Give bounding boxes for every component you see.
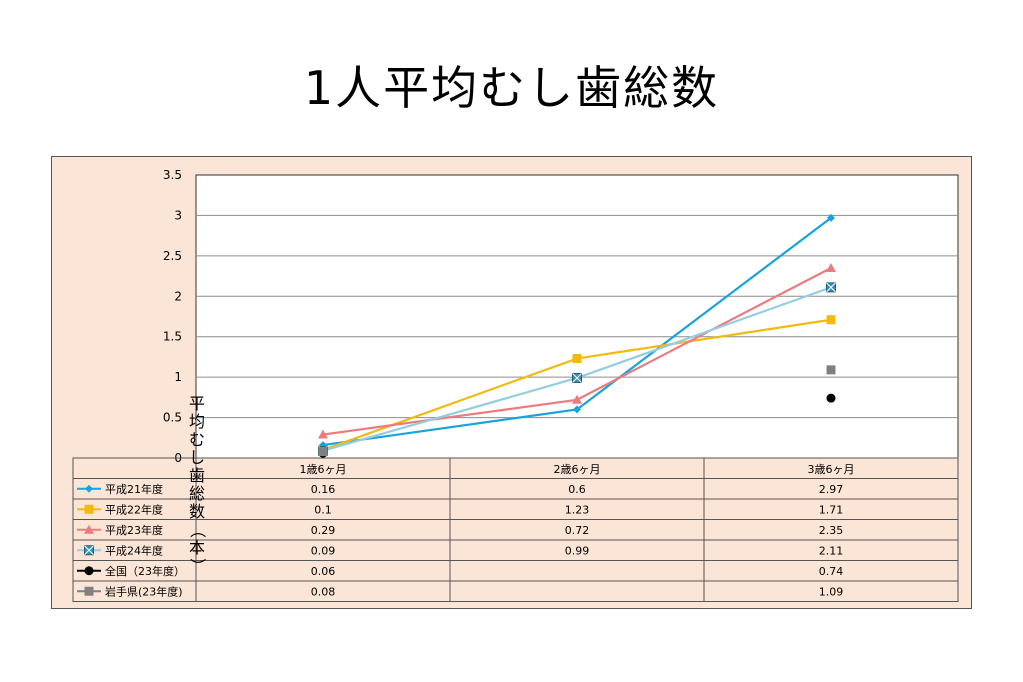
data-label: 0.29 (311, 524, 336, 537)
category-label: 3歳6ヶ月 (808, 463, 855, 476)
y-tick-label: 1 (174, 370, 182, 384)
legend-key-marker-0 (85, 484, 93, 493)
data-label: 1.09 (819, 585, 844, 598)
category-label: 1歳6ヶ月 (300, 463, 347, 476)
data-label: 1.71 (819, 503, 844, 516)
data-point-s3-1-x (572, 373, 582, 383)
data-point-s0-2 (827, 213, 835, 222)
legend-key-marker-1 (84, 504, 94, 514)
legend-label: 平成24年度 (105, 543, 163, 557)
data-point-s0-1 (573, 405, 581, 414)
data-point-s5-2 (826, 365, 836, 375)
data-point-s4-2 (826, 393, 836, 403)
legend-key-marker-4 (84, 566, 94, 576)
legend-label: 平成22年度 (105, 502, 163, 516)
legend-label: 平成23年度 (105, 523, 163, 537)
data-point-s2-1 (572, 394, 582, 404)
data-label: 0.74 (819, 565, 844, 578)
data-label: 0.08 (311, 585, 336, 598)
data-point-s5-0 (318, 447, 328, 457)
data-label: 0.1 (314, 503, 332, 516)
legend-key-marker-2 (84, 524, 94, 534)
data-point-s1-1 (572, 354, 582, 364)
y-tick-label: 2.5 (163, 249, 182, 263)
data-point-s2-2 (826, 262, 836, 272)
category-label: 2歳6ヶ月 (554, 463, 601, 476)
legend-label: 平成21年度 (105, 482, 163, 496)
data-label: 0.99 (565, 544, 590, 557)
plot-area (195, 174, 959, 459)
page-title: 1人平均むし歯総数 (303, 61, 720, 115)
y-tick-label: 3.5 (163, 168, 182, 182)
legend-key-marker-3-x (84, 545, 94, 556)
data-label: 0.06 (311, 565, 336, 578)
data-label: 0.72 (565, 524, 590, 537)
data-point-s3-2-x (826, 282, 836, 293)
data-point-s1-2 (826, 315, 836, 325)
data-label: 2.97 (819, 483, 844, 496)
legend-label: 全国（23年度） (105, 564, 185, 578)
y-tick-label: 1.5 (163, 330, 182, 344)
data-label: 0.16 (311, 483, 336, 496)
y-axis-title: 平均むし歯総数（本） (188, 394, 207, 575)
data-label: 2.35 (819, 524, 844, 537)
chart-panel: 0 0.5 1 1.5 2 2.5 3 3.5 1歳6ヶ月 2歳6ヶ月 3歳6ヶ月 平成21年度 0.1… (51, 156, 972, 609)
data-label: 1.23 (565, 503, 590, 516)
data-label: 0.09 (311, 544, 336, 557)
y-tick-label: 3 (174, 208, 182, 222)
y-tick-label: 2 (174, 289, 182, 303)
data-point-s2-0 (318, 429, 328, 439)
data-label: 2.11 (819, 544, 844, 557)
data-label: 0.6 (568, 483, 586, 496)
y-tick-label: 0.5 (163, 411, 182, 425)
legend-label: 岩手県(23年度) (105, 584, 183, 598)
legend-key-marker-5 (84, 586, 94, 596)
